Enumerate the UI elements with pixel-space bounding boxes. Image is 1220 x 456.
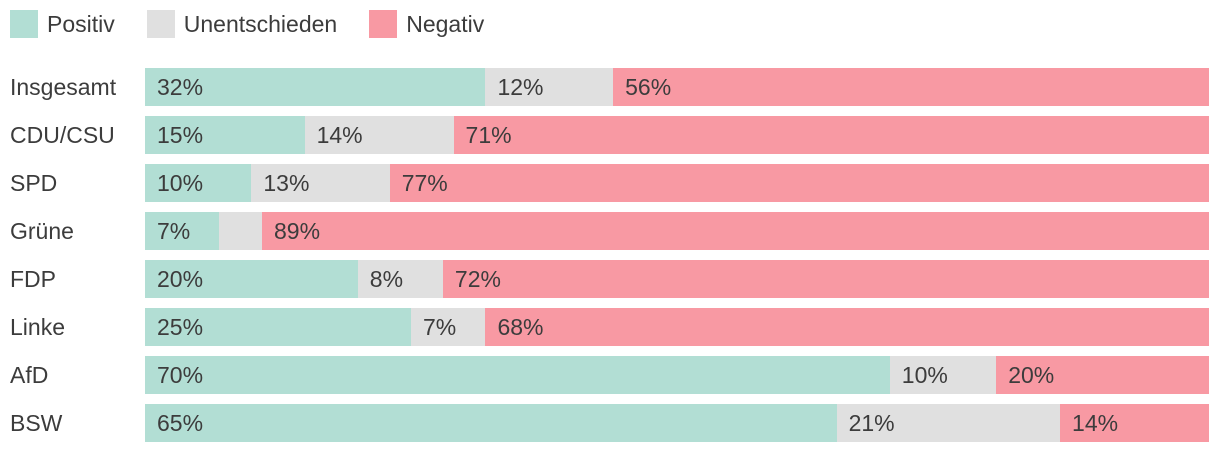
legend-label: Unentschieden [183, 11, 338, 37]
bar-segment-negativ: 68% [485, 308, 1209, 346]
stacked-bar: 65% 21% 14% [145, 404, 1209, 442]
bar-value-label: 14% [316, 121, 363, 148]
category-label: AfD [10, 361, 49, 388]
bar-segment-positiv: 65% [145, 404, 837, 442]
bar-segment-unentschieden: 21% [836, 404, 1061, 442]
bar-value-label: 20% [1008, 361, 1055, 388]
legend-item-negativ: Negativ [369, 10, 484, 38]
bar-segment-unentschieden [219, 212, 263, 250]
bar-segment-positiv: 7% [145, 212, 220, 250]
legend-label: Positiv [47, 11, 115, 37]
bar-segment-negativ: 89% [262, 212, 1209, 250]
bar-value-label: 21% [848, 409, 895, 436]
bar-value-label: 77% [401, 169, 448, 196]
chart-row: FDP 20% 8% 72% [0, 260, 1220, 298]
bar-value-label: 89% [274, 217, 321, 244]
bar-value-label: 7% [157, 217, 191, 244]
stacked-bar: 20% 8% 72% [145, 260, 1209, 298]
bar-segment-unentschieden: 14% [304, 116, 454, 154]
chart-row: BSW 65% 21% 14% [0, 404, 1220, 442]
category-label: CDU/CSU [10, 121, 115, 148]
bar-value-label: 70% [157, 361, 204, 388]
legend-swatch-icon [10, 10, 38, 38]
bar-segment-positiv: 70% [145, 356, 890, 394]
bar-segment-unentschieden: 8% [357, 260, 443, 298]
legend-item-unentschieden: Unentschieden [146, 10, 338, 38]
category-label: Grüne [10, 217, 74, 244]
bar-value-label: 7% [423, 313, 457, 340]
stacked-bar: 32% 12% 56% [145, 68, 1209, 106]
bar-value-label: 56% [625, 73, 672, 100]
bar-value-label: 68% [497, 313, 544, 340]
legend-label: Negativ [406, 11, 485, 37]
bar-value-label: 14% [1072, 409, 1119, 436]
chart-row: SPD 10% 13% 77% [0, 164, 1220, 202]
bar-value-label: 71% [465, 121, 512, 148]
bar-segment-positiv: 15% [145, 116, 305, 154]
stacked-bar: 10% 13% 77% [145, 164, 1209, 202]
bar-value-label: 10% [901, 361, 948, 388]
bar-value-label: 8% [369, 265, 404, 292]
legend: Positiv Unentschieden Negativ [0, 0, 1220, 38]
bar-value-label: 12% [497, 73, 544, 100]
bar-segment-positiv: 20% [145, 260, 358, 298]
stacked-bar-chart: Insgesamt 32% 12% 56% CDU/CSU 15% 14% 71… [0, 68, 1220, 442]
chart-row: Insgesamt 32% 12% 56% [0, 68, 1220, 106]
chart-row: CDU/CSU 15% 14% 71% [0, 116, 1220, 154]
bar-segment-positiv: 32% [145, 68, 486, 106]
bar-segment-positiv: 10% [145, 164, 252, 202]
bar-value-label: 15% [157, 121, 204, 148]
bar-segment-negativ: 14% [1060, 404, 1209, 442]
bar-value-label: 65% [157, 409, 204, 436]
bar-segment-positiv: 25% [145, 308, 411, 346]
bar-value-label: 13% [263, 169, 310, 196]
bar-value-label: 10% [157, 169, 204, 196]
bar-segment-negativ: 20% [996, 356, 1209, 394]
category-label: BSW [10, 409, 63, 436]
category-label: Linke [10, 313, 65, 340]
legend-swatch-icon [146, 10, 175, 38]
bar-value-label: 20% [157, 265, 204, 292]
bar-segment-negativ: 56% [613, 68, 1209, 106]
bar-value-label: 72% [454, 265, 501, 292]
bar-segment-negativ: 77% [389, 164, 1209, 202]
category-label: SPD [10, 169, 58, 196]
legend-swatch-icon [369, 10, 398, 38]
stacked-bar: 70% 10% 20% [145, 356, 1209, 394]
stacked-bar: 25% 7% 68% [145, 308, 1209, 346]
bar-segment-unentschieden: 7% [411, 308, 486, 346]
bar-segment-unentschieden: 12% [485, 68, 614, 106]
legend-item-positiv: Positiv [10, 10, 115, 38]
stacked-bar: 7% 89% [145, 212, 1209, 250]
bar-segment-negativ: 72% [442, 260, 1209, 298]
bar-segment-negativ: 71% [453, 116, 1209, 154]
chart-row: Grüne 7% 89% [0, 212, 1220, 250]
bar-segment-unentschieden: 10% [889, 356, 997, 394]
category-label: Insgesamt [10, 73, 117, 100]
bar-value-label: 25% [157, 313, 204, 340]
category-label: FDP [10, 265, 56, 292]
chart-row: AfD 70% 10% 20% [0, 356, 1220, 394]
stacked-bar: 15% 14% 71% [145, 116, 1209, 154]
bar-value-label: 32% [157, 73, 204, 100]
chart-row: Linke 25% 7% 68% [0, 308, 1220, 346]
bar-segment-unentschieden: 13% [251, 164, 390, 202]
